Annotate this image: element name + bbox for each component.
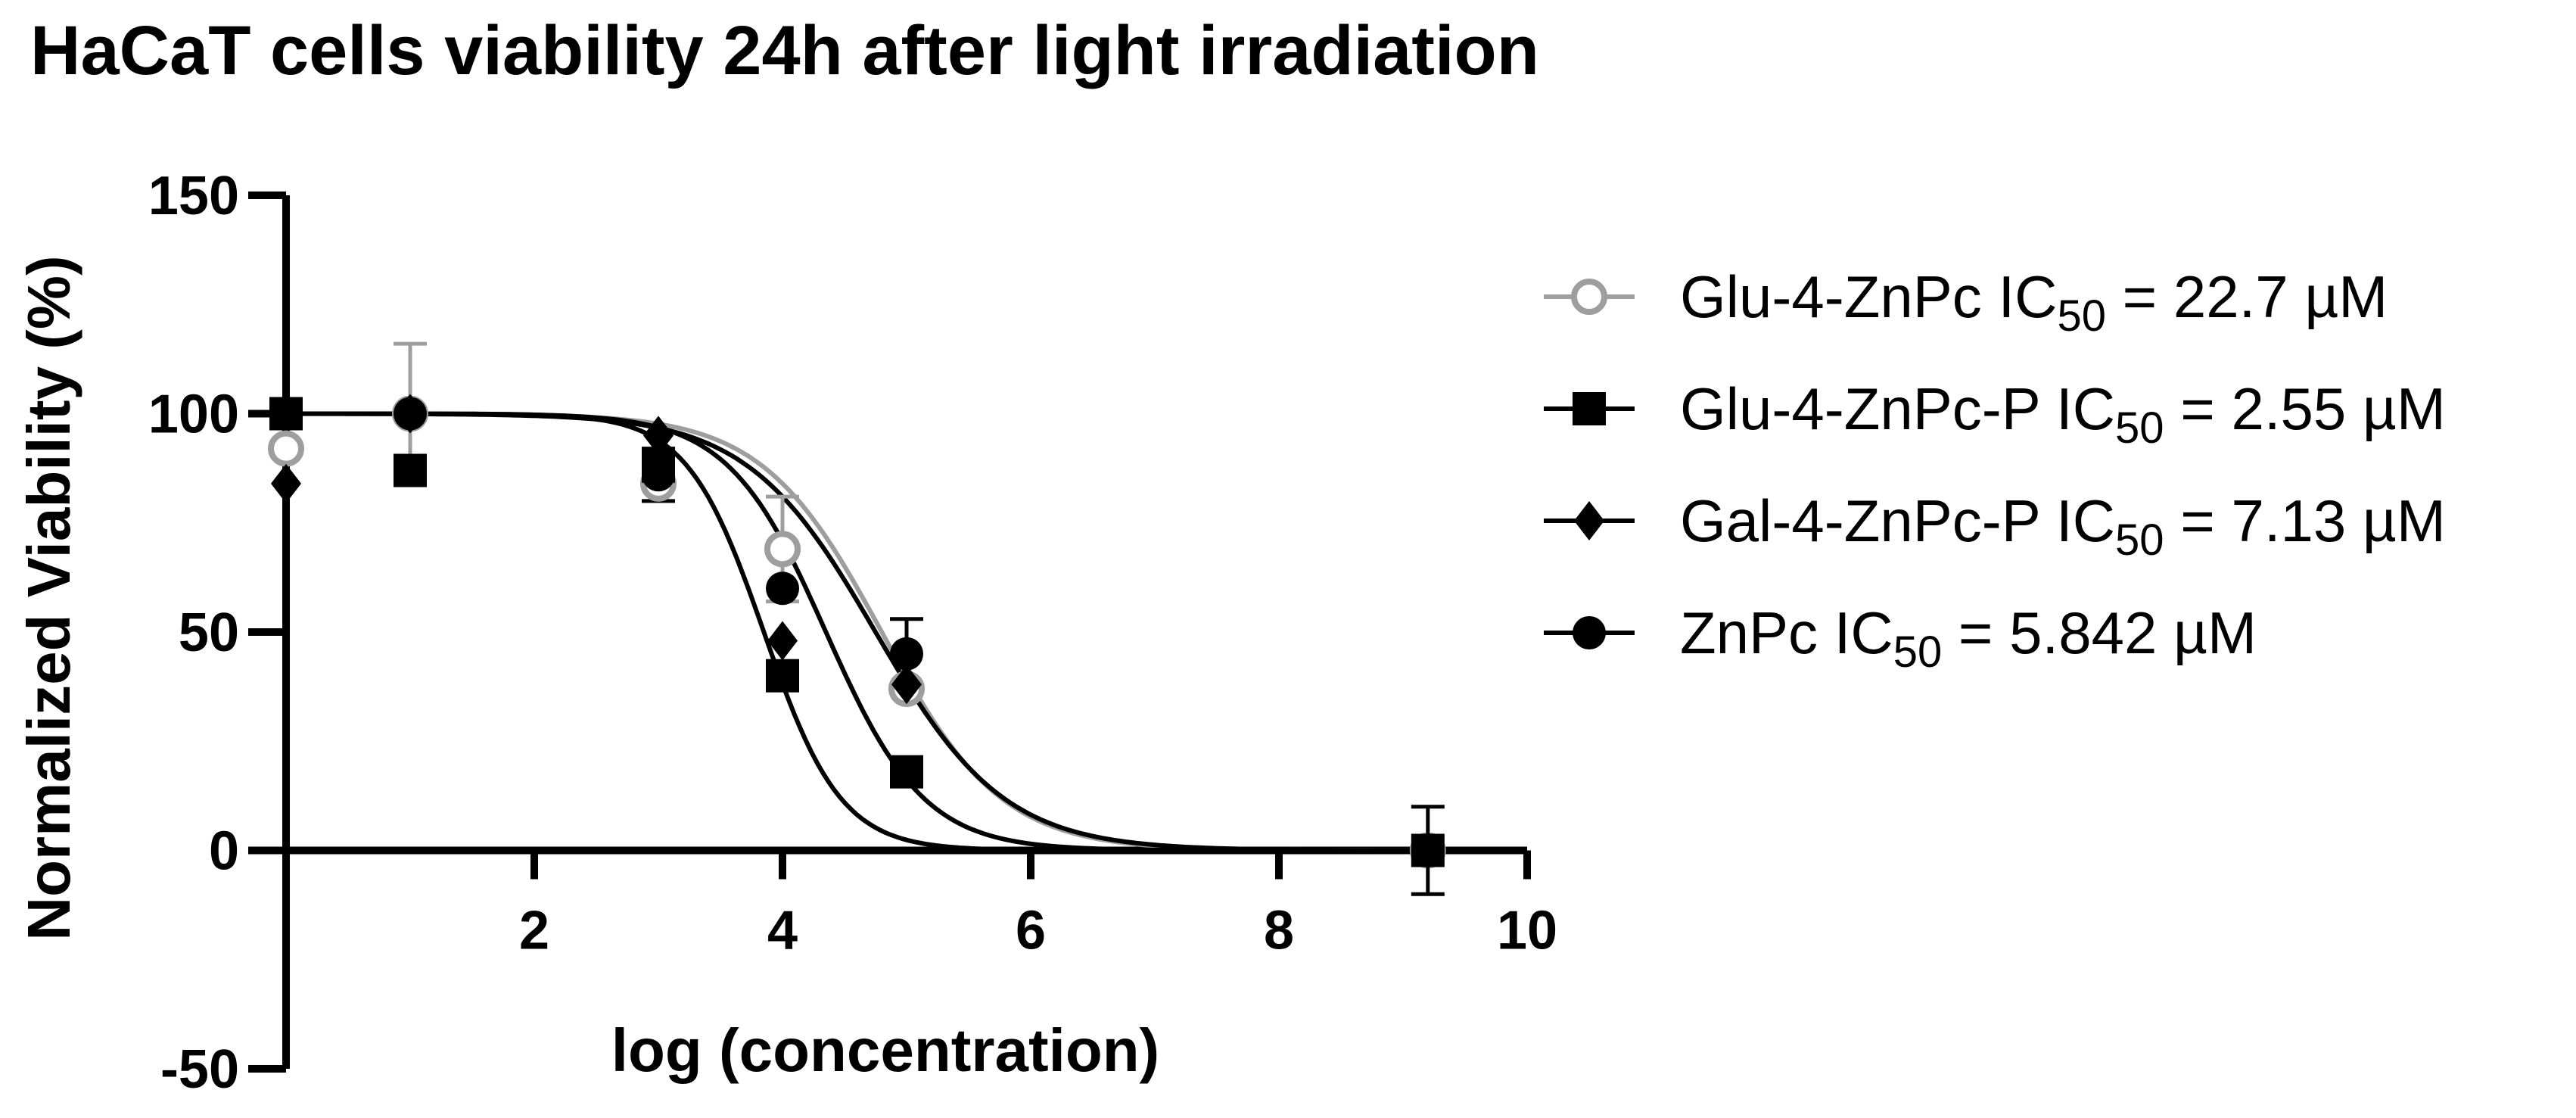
legend-name: Glu-4-ZnPc-P [1680,375,2056,442]
legend-ic-value: = 5.842 µM [1942,599,2257,666]
legend-ic-sub: 50 [2115,515,2164,565]
chart-title: HaCaT cells viability 24h after light ir… [30,12,1539,89]
legend-name: ZnPc [1680,599,1834,666]
data-point [268,430,304,467]
legend-ic: IC [1998,263,2057,330]
data-point [394,453,427,487]
x-tick-label: 4 [767,901,798,961]
data-point [891,665,922,705]
fit-curves [286,411,1428,853]
data-point [394,397,427,431]
data-point [890,637,923,671]
data-point [767,621,798,661]
legend-entry: Glu-4-ZnPc IC50 = 22.7 µM [1544,263,2388,341]
legend-marker [1573,392,1606,425]
data-point [643,416,674,456]
y-tick-label: 0 [209,821,239,882]
legend-name: Gal-4-ZnPc-P [1680,487,2056,554]
legend-label: ZnPc IC50 = 5.842 µM [1680,599,2257,677]
legend-marker [1574,501,1604,540]
data-point [642,458,675,492]
legend-ic-value: = 7.13 µM [2164,487,2446,554]
legend-ic-sub: 50 [1893,628,1943,677]
x-tick-label: 8 [1264,901,1294,961]
legend-ic-sub: 50 [2057,291,2106,341]
data-point [271,463,301,503]
legend-ic: IC [1834,599,1893,666]
data-point [764,531,801,568]
data-point [1411,833,1445,867]
legend-ic: IC [2056,487,2115,554]
legend-entry: ZnPc IC50 = 5.842 µM [1544,599,2257,677]
data-points [268,394,1446,870]
data-point [269,397,303,431]
legend-ic: IC [2056,375,2115,442]
data-point [890,755,923,789]
legend-ic-value: = 22.7 µM [2106,263,2388,330]
legend-ic-sub: 50 [2115,403,2164,453]
legend-label: Gal-4-ZnPc-P IC50 = 7.13 µM [1680,487,2446,565]
y-axis-label: Normalized Viability (%) [15,255,82,940]
legend-name: Glu-4-ZnPc [1680,263,1998,330]
legend-marker [1573,616,1606,649]
legend-label: Glu-4-ZnPc IC50 = 22.7 µM [1680,263,2388,341]
y-tick-label: 150 [148,166,239,226]
legend-marker [1571,279,1607,315]
axes: -50 0 50 100 150 2 4 6 8 10 [148,166,1557,1100]
y-tick-label: 100 [148,385,239,445]
x-axis-label: log (concentration) [611,1017,1159,1084]
data-point [766,659,799,693]
data-point [766,571,799,606]
legend-ic-value: = 2.55 µM [2164,375,2446,442]
x-tick-label: 6 [1016,901,1046,961]
fit-curve [286,411,1428,853]
x-tick-label: 10 [1497,901,1557,961]
legend-entry: Glu-4-ZnPc-P IC50 = 2.55 µM [1544,375,2446,453]
legend-label: Glu-4-ZnPc-P IC50 = 2.55 µM [1680,375,2446,453]
y-tick-label: -50 [160,1039,239,1100]
x-tick-label: 2 [519,901,549,961]
legend-entry: Gal-4-ZnPc-P IC50 = 7.13 µM [1544,487,2446,565]
y-tick-label: 50 [179,603,239,663]
